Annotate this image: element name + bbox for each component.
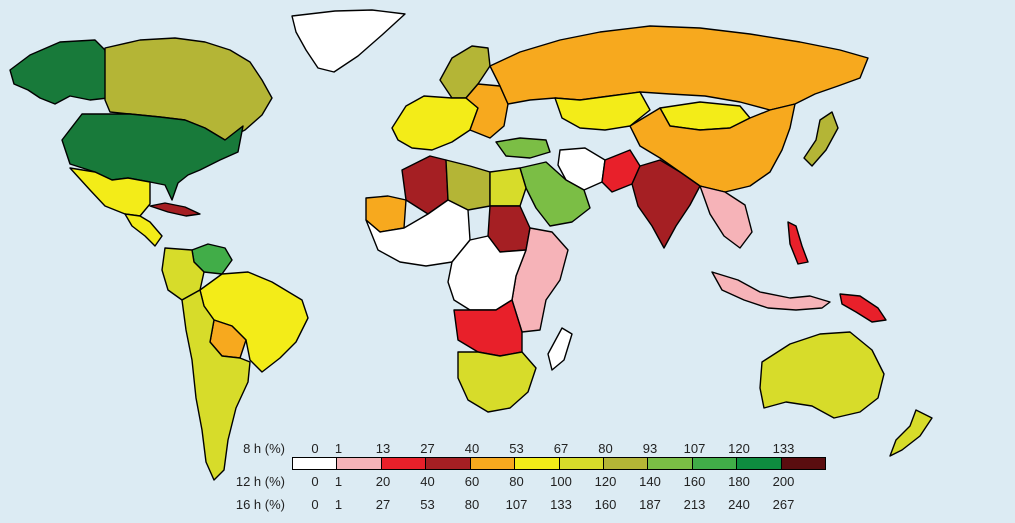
region-japan <box>803 111 839 167</box>
region-mexico <box>69 167 151 217</box>
region-australia <box>759 331 885 419</box>
region-philippines <box>787 221 809 265</box>
region-greenland <box>291 9 406 73</box>
region-india <box>631 159 701 249</box>
region-saudi-arabia <box>519 161 591 227</box>
region-egypt <box>489 167 527 207</box>
region-turkey <box>495 137 551 159</box>
region-argentina-chile <box>181 289 251 481</box>
region-papua-new-guinea <box>839 293 887 323</box>
region-west-africa <box>365 199 471 267</box>
region-southeast-asia <box>699 185 753 249</box>
region-iran <box>557 147 606 191</box>
region-madagascar <box>547 327 573 371</box>
region-southern-africa <box>457 351 537 413</box>
region-indonesia <box>711 271 831 311</box>
region-kazakhstan <box>554 91 651 131</box>
region-alaska <box>9 39 109 105</box>
region-eastern-europe <box>465 83 509 139</box>
region-cuba <box>149 202 201 217</box>
region-angola <box>453 299 523 357</box>
region-new-zealand <box>889 409 933 457</box>
region-central-america <box>124 213 163 247</box>
region-central-africa <box>447 235 527 311</box>
